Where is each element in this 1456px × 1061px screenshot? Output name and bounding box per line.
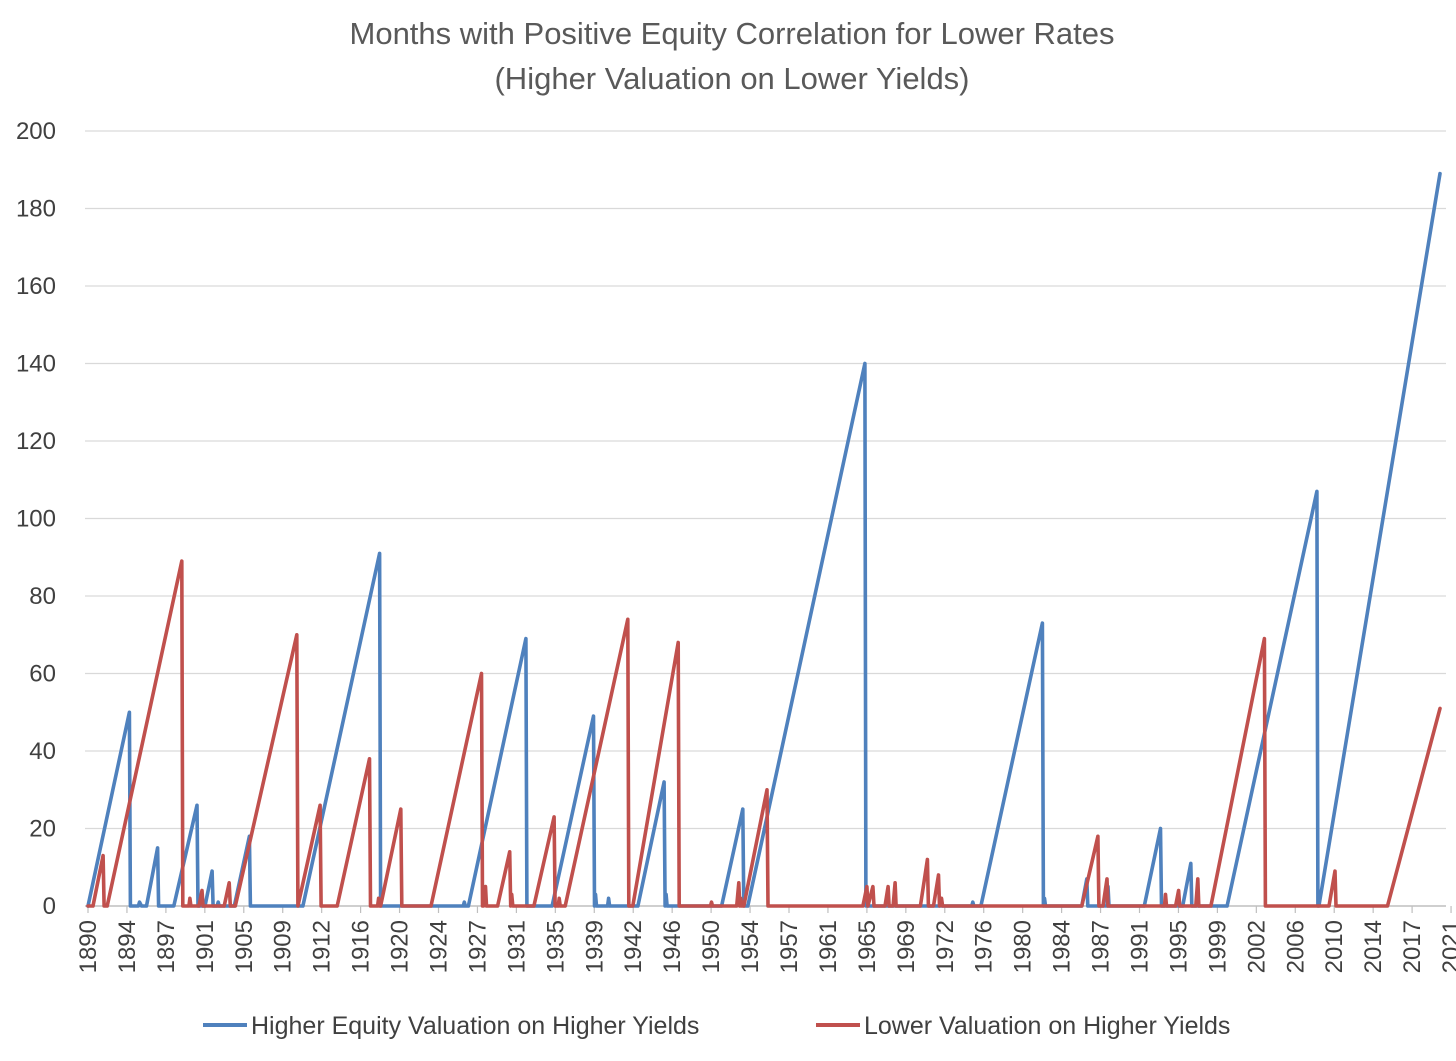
x-tick-label: 1939 <box>581 920 608 973</box>
x-tick-label: 1927 <box>464 920 491 973</box>
x-tick-label: 1987 <box>1088 920 1115 973</box>
y-tick-label: 100 <box>16 506 56 533</box>
x-tick-label: 1984 <box>1049 920 1076 973</box>
x-tick-label: 2006 <box>1282 920 1309 973</box>
x-tick-label: 1957 <box>776 920 803 973</box>
series-line-lower-valuation <box>86 559 1442 908</box>
x-tick-label: 1946 <box>659 920 686 973</box>
x-tick-label: 1980 <box>1010 920 1037 973</box>
chart-subtitle: (Higher Valuation on Lower Yields) <box>494 61 969 96</box>
chart-title: Months with Positive Equity Correlation … <box>350 16 1115 51</box>
x-tick-label: 1954 <box>737 920 764 973</box>
x-tick-label: 1976 <box>971 920 998 973</box>
legend-label-lower-valuation: Lower Valuation on Higher Yields <box>864 1012 1230 1040</box>
x-tick-label: 1920 <box>387 920 414 973</box>
x-tick-label: 1965 <box>854 920 881 973</box>
x-tick-label: 2014 <box>1360 920 1387 973</box>
x-tick-label: 1999 <box>1204 920 1231 973</box>
x-tick-label: 2002 <box>1243 920 1270 973</box>
x-tick-label: 2017 <box>1399 920 1426 973</box>
x-tick-label: 1890 <box>75 920 102 973</box>
y-tick-label: 80 <box>29 583 56 610</box>
x-tick-label: 1961 <box>815 920 842 973</box>
x-tick-label: 1894 <box>114 920 141 973</box>
y-tick-label: 60 <box>29 661 56 688</box>
x-tick-label: 1909 <box>270 920 297 973</box>
x-tick-label: 2010 <box>1321 920 1348 973</box>
y-tick-label: 120 <box>16 428 56 455</box>
y-tick-label: 40 <box>29 738 56 765</box>
legend: Higher Equity Valuation on Higher Yields… <box>203 1012 1230 1040</box>
x-tick-label: 1916 <box>348 920 375 973</box>
x-tick-label: 1995 <box>1165 920 1192 973</box>
x-tick-label: 1912 <box>309 920 336 973</box>
legend-label-higher-equity-valuation: Higher Equity Valuation on Higher Yields <box>251 1012 699 1040</box>
x-tick-label: 1931 <box>503 920 530 973</box>
x-tick-label: 1991 <box>1127 920 1154 973</box>
x-tick-label: 1924 <box>426 920 453 973</box>
x-tick-label: 1897 <box>153 920 180 973</box>
x-tick-label: 1972 <box>932 920 959 973</box>
y-tick-label: 0 <box>43 893 56 920</box>
y-tick-label: 160 <box>16 273 56 300</box>
x-tick-label: 1935 <box>542 920 569 973</box>
x-axis-ticks: 1890 1894 1897 1901 1905 1909 1912 1916 1920 1924… <box>75 906 1456 973</box>
y-tick-label: 140 <box>16 351 56 378</box>
x-tick-label: 1905 <box>231 920 258 973</box>
x-tick-label: 1950 <box>698 920 725 973</box>
gridlines <box>85 130 1446 907</box>
x-tick-label: 1901 <box>192 920 219 973</box>
y-axis-ticks: 0 20 40 60 80 100 120 140 160 180 200 <box>16 118 56 920</box>
x-tick-label: 2021 <box>1438 920 1456 973</box>
y-tick-label: 20 <box>29 816 56 843</box>
series-lines <box>86 171 1442 908</box>
x-tick-label: 1969 <box>893 920 920 973</box>
y-tick-label: 200 <box>16 118 56 145</box>
y-tick-label: 180 <box>16 196 56 223</box>
x-tick-label: 1942 <box>620 920 647 973</box>
